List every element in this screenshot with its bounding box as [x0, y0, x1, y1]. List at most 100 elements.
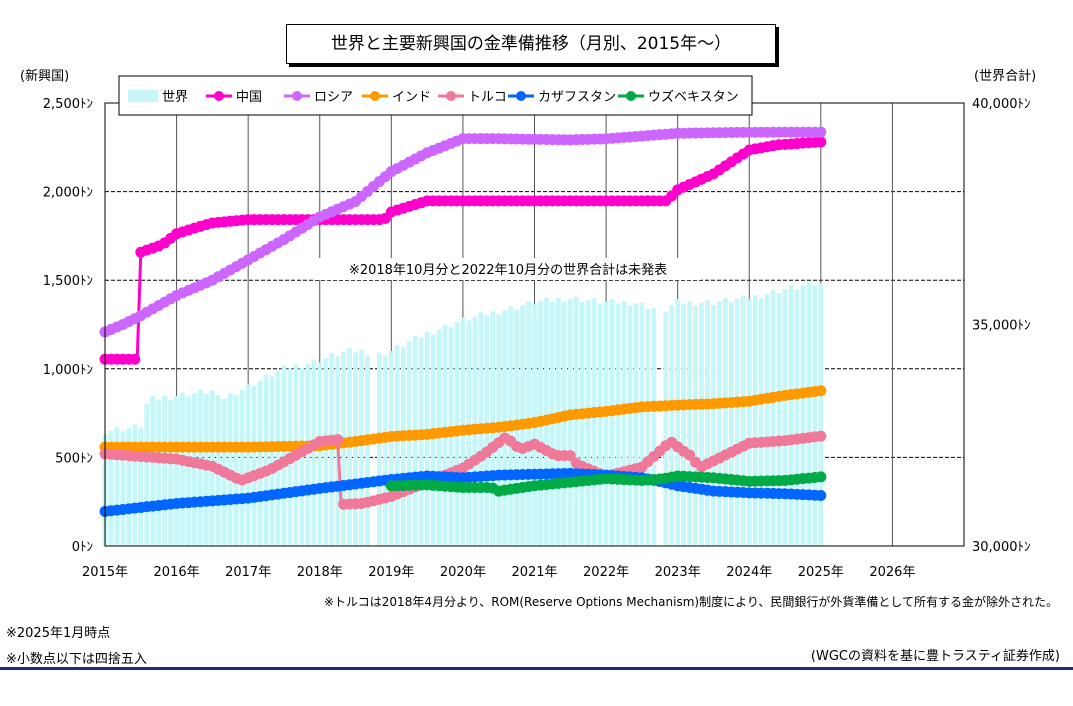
world-bar — [746, 299, 752, 546]
world-bar — [108, 430, 114, 546]
world-bar — [699, 303, 704, 546]
annotation-bg — [315, 258, 701, 280]
world-bar — [317, 362, 323, 546]
world-bar — [233, 395, 239, 546]
world-bar — [794, 289, 800, 546]
legend-marker — [370, 91, 380, 101]
world-bar — [806, 282, 812, 546]
world-bar — [675, 299, 681, 546]
legend-label: 中国 — [236, 90, 262, 105]
world-bar — [687, 301, 692, 546]
world-bar — [168, 399, 174, 546]
left-axis-label: (新興国) — [20, 68, 69, 84]
world-bar — [150, 395, 156, 546]
world-bar — [144, 403, 150, 546]
world-bar — [418, 337, 424, 546]
world-bar — [723, 298, 728, 546]
world-bar — [365, 355, 370, 546]
world-bar — [609, 299, 615, 546]
right-tick-label: 35,000ﾄﾝ — [972, 319, 1031, 334]
world-bar — [693, 305, 698, 546]
world-bar — [567, 298, 573, 546]
world-bar — [311, 359, 317, 546]
world-bar — [734, 298, 740, 546]
world-bar — [239, 389, 245, 546]
world-bar — [382, 355, 388, 546]
x-tick-label: 2023年 — [655, 565, 701, 580]
world-bar — [341, 351, 346, 546]
world-bar — [275, 371, 281, 546]
world-bar — [585, 300, 591, 546]
series-point — [129, 353, 141, 365]
world-bar — [579, 302, 585, 546]
right-tick-label: 40,000ﾄﾝ — [972, 97, 1031, 112]
x-tick-label: 2025年 — [798, 565, 844, 580]
legend-label: インド — [392, 90, 431, 105]
series-point — [815, 430, 827, 442]
x-tick-label: 2017年 — [225, 565, 271, 580]
world-bar — [162, 395, 168, 546]
world-bar — [639, 302, 645, 546]
world-bar — [353, 352, 358, 546]
series-point — [815, 489, 827, 501]
world-bar — [138, 428, 144, 546]
world-bar — [114, 427, 120, 546]
world-bar — [329, 353, 335, 546]
world-bar — [663, 311, 669, 546]
world-bar — [561, 301, 567, 546]
legend-marker — [516, 91, 526, 101]
legend-label: トルコ — [468, 90, 507, 105]
legend-marker — [626, 91, 636, 101]
world-bar — [645, 309, 651, 546]
world-bar — [388, 351, 394, 546]
world-bar — [788, 285, 794, 546]
legend-marker — [292, 91, 302, 101]
chart-title: 世界と主要新興国の金準備推移（月別、2015年～） — [286, 24, 776, 64]
world-bar — [717, 301, 722, 546]
legend-marker — [214, 91, 224, 101]
legend-label: ウズベキスタン — [648, 89, 739, 105]
series-point — [564, 450, 576, 462]
world-bar — [812, 285, 818, 546]
country-lines — [99, 126, 827, 517]
world-bar — [186, 396, 191, 546]
world-bar — [818, 283, 824, 546]
x-tick-label: 2022年 — [583, 565, 629, 580]
footer-rule — [0, 667, 1073, 670]
world-bar — [758, 298, 764, 546]
world-bar — [770, 290, 776, 546]
world-bar — [711, 305, 716, 546]
legend-label: 世界 — [162, 90, 188, 105]
right-axis-label: (世界合計) — [974, 68, 1036, 84]
world-bar — [245, 384, 251, 546]
world-bar — [627, 305, 633, 546]
right-tick-label: 30,000ﾄﾝ — [972, 540, 1031, 555]
x-tick-label: 2018年 — [297, 565, 343, 580]
world-bar — [800, 285, 806, 546]
world-bar — [740, 295, 746, 546]
world-bar — [621, 301, 627, 546]
x-tick-label: 2021年 — [511, 565, 557, 580]
world-bar — [359, 349, 364, 546]
note-turkey: ※トルコは2018年4月分より、ROM(Reserve Options Mech… — [324, 594, 1058, 609]
legend-marker — [446, 91, 456, 101]
world-bar — [126, 427, 132, 546]
world-bar — [269, 376, 275, 546]
legend-swatch — [128, 90, 158, 102]
world-bar — [591, 298, 597, 546]
world-bar — [752, 295, 758, 546]
world-bar — [728, 302, 734, 546]
x-tick-label: 2019年 — [368, 565, 414, 580]
series-point — [815, 385, 827, 397]
left-tick-label: 1,000ﾄﾝ — [43, 363, 93, 378]
world-bar — [412, 335, 418, 546]
world-bar — [782, 289, 788, 546]
series-point — [332, 434, 344, 446]
world-bar — [705, 300, 710, 546]
annotation-center: ※2018年10月分と2022年10月分の世界合計は未発表 — [349, 262, 667, 278]
x-tick-label: 2026年 — [869, 565, 915, 580]
world-bar — [406, 341, 412, 546]
world-bar — [281, 365, 287, 546]
axis-ticks: 0ﾄﾝ 500ﾄﾝ 1,000ﾄﾝ 1,500ﾄﾝ 2,000ﾄﾝ 2,500ﾄﾝ 30,0… — [43, 97, 1031, 580]
